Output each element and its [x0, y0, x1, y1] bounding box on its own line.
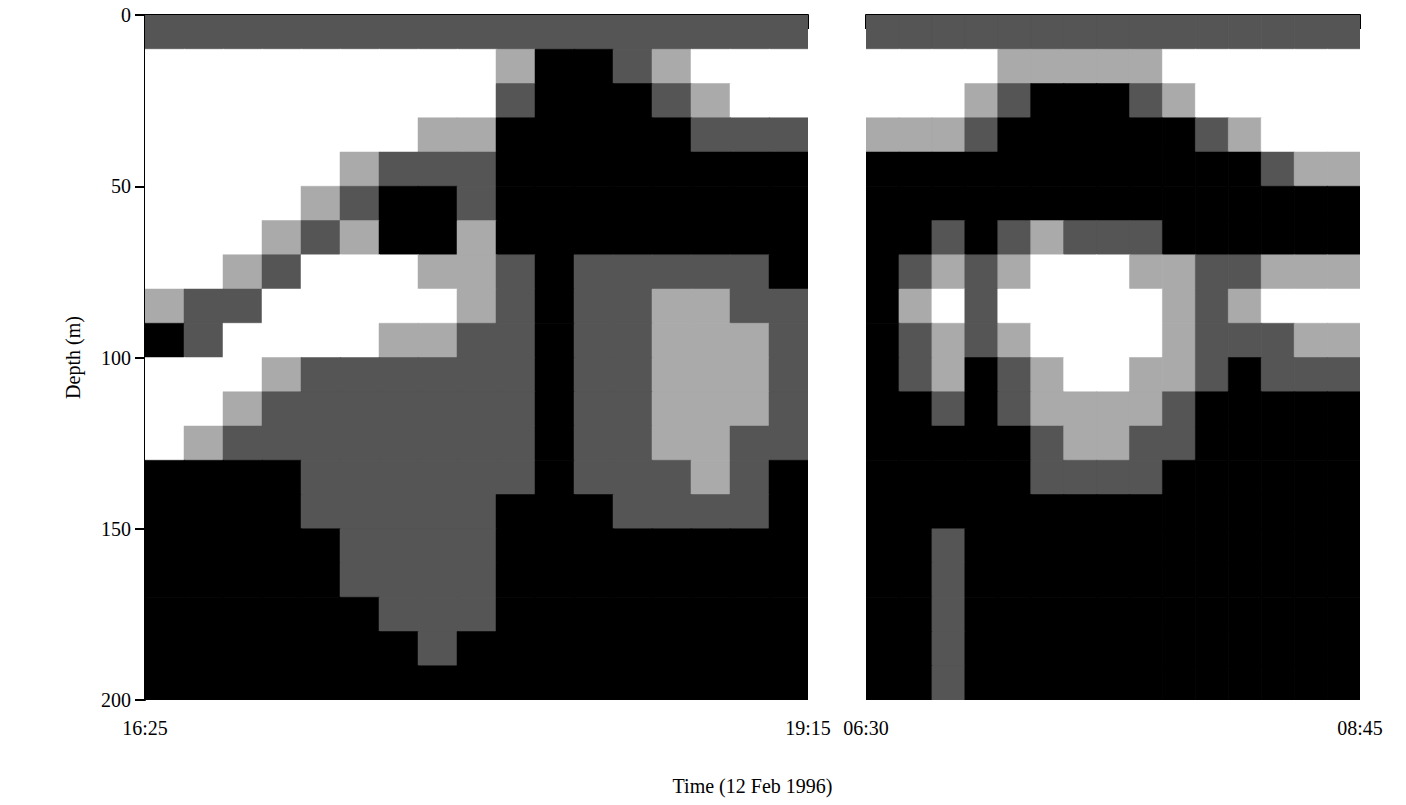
svg-text:Depth (m): Depth (m) — [62, 316, 85, 399]
svg-text:16:25: 16:25 — [122, 717, 168, 739]
svg-text:19:15: 19:15 — [785, 717, 831, 739]
svg-text:Time (12 Feb 1996): Time (12 Feb 1996) — [673, 775, 833, 798]
svg-text:50: 50 — [111, 175, 131, 197]
svg-text:0: 0 — [121, 4, 131, 26]
svg-text:100: 100 — [101, 347, 131, 369]
svg-text:150: 150 — [101, 518, 131, 540]
svg-text:200: 200 — [101, 689, 131, 711]
svg-text:06:30: 06:30 — [843, 717, 889, 739]
svg-text:08:45: 08:45 — [1337, 717, 1383, 739]
